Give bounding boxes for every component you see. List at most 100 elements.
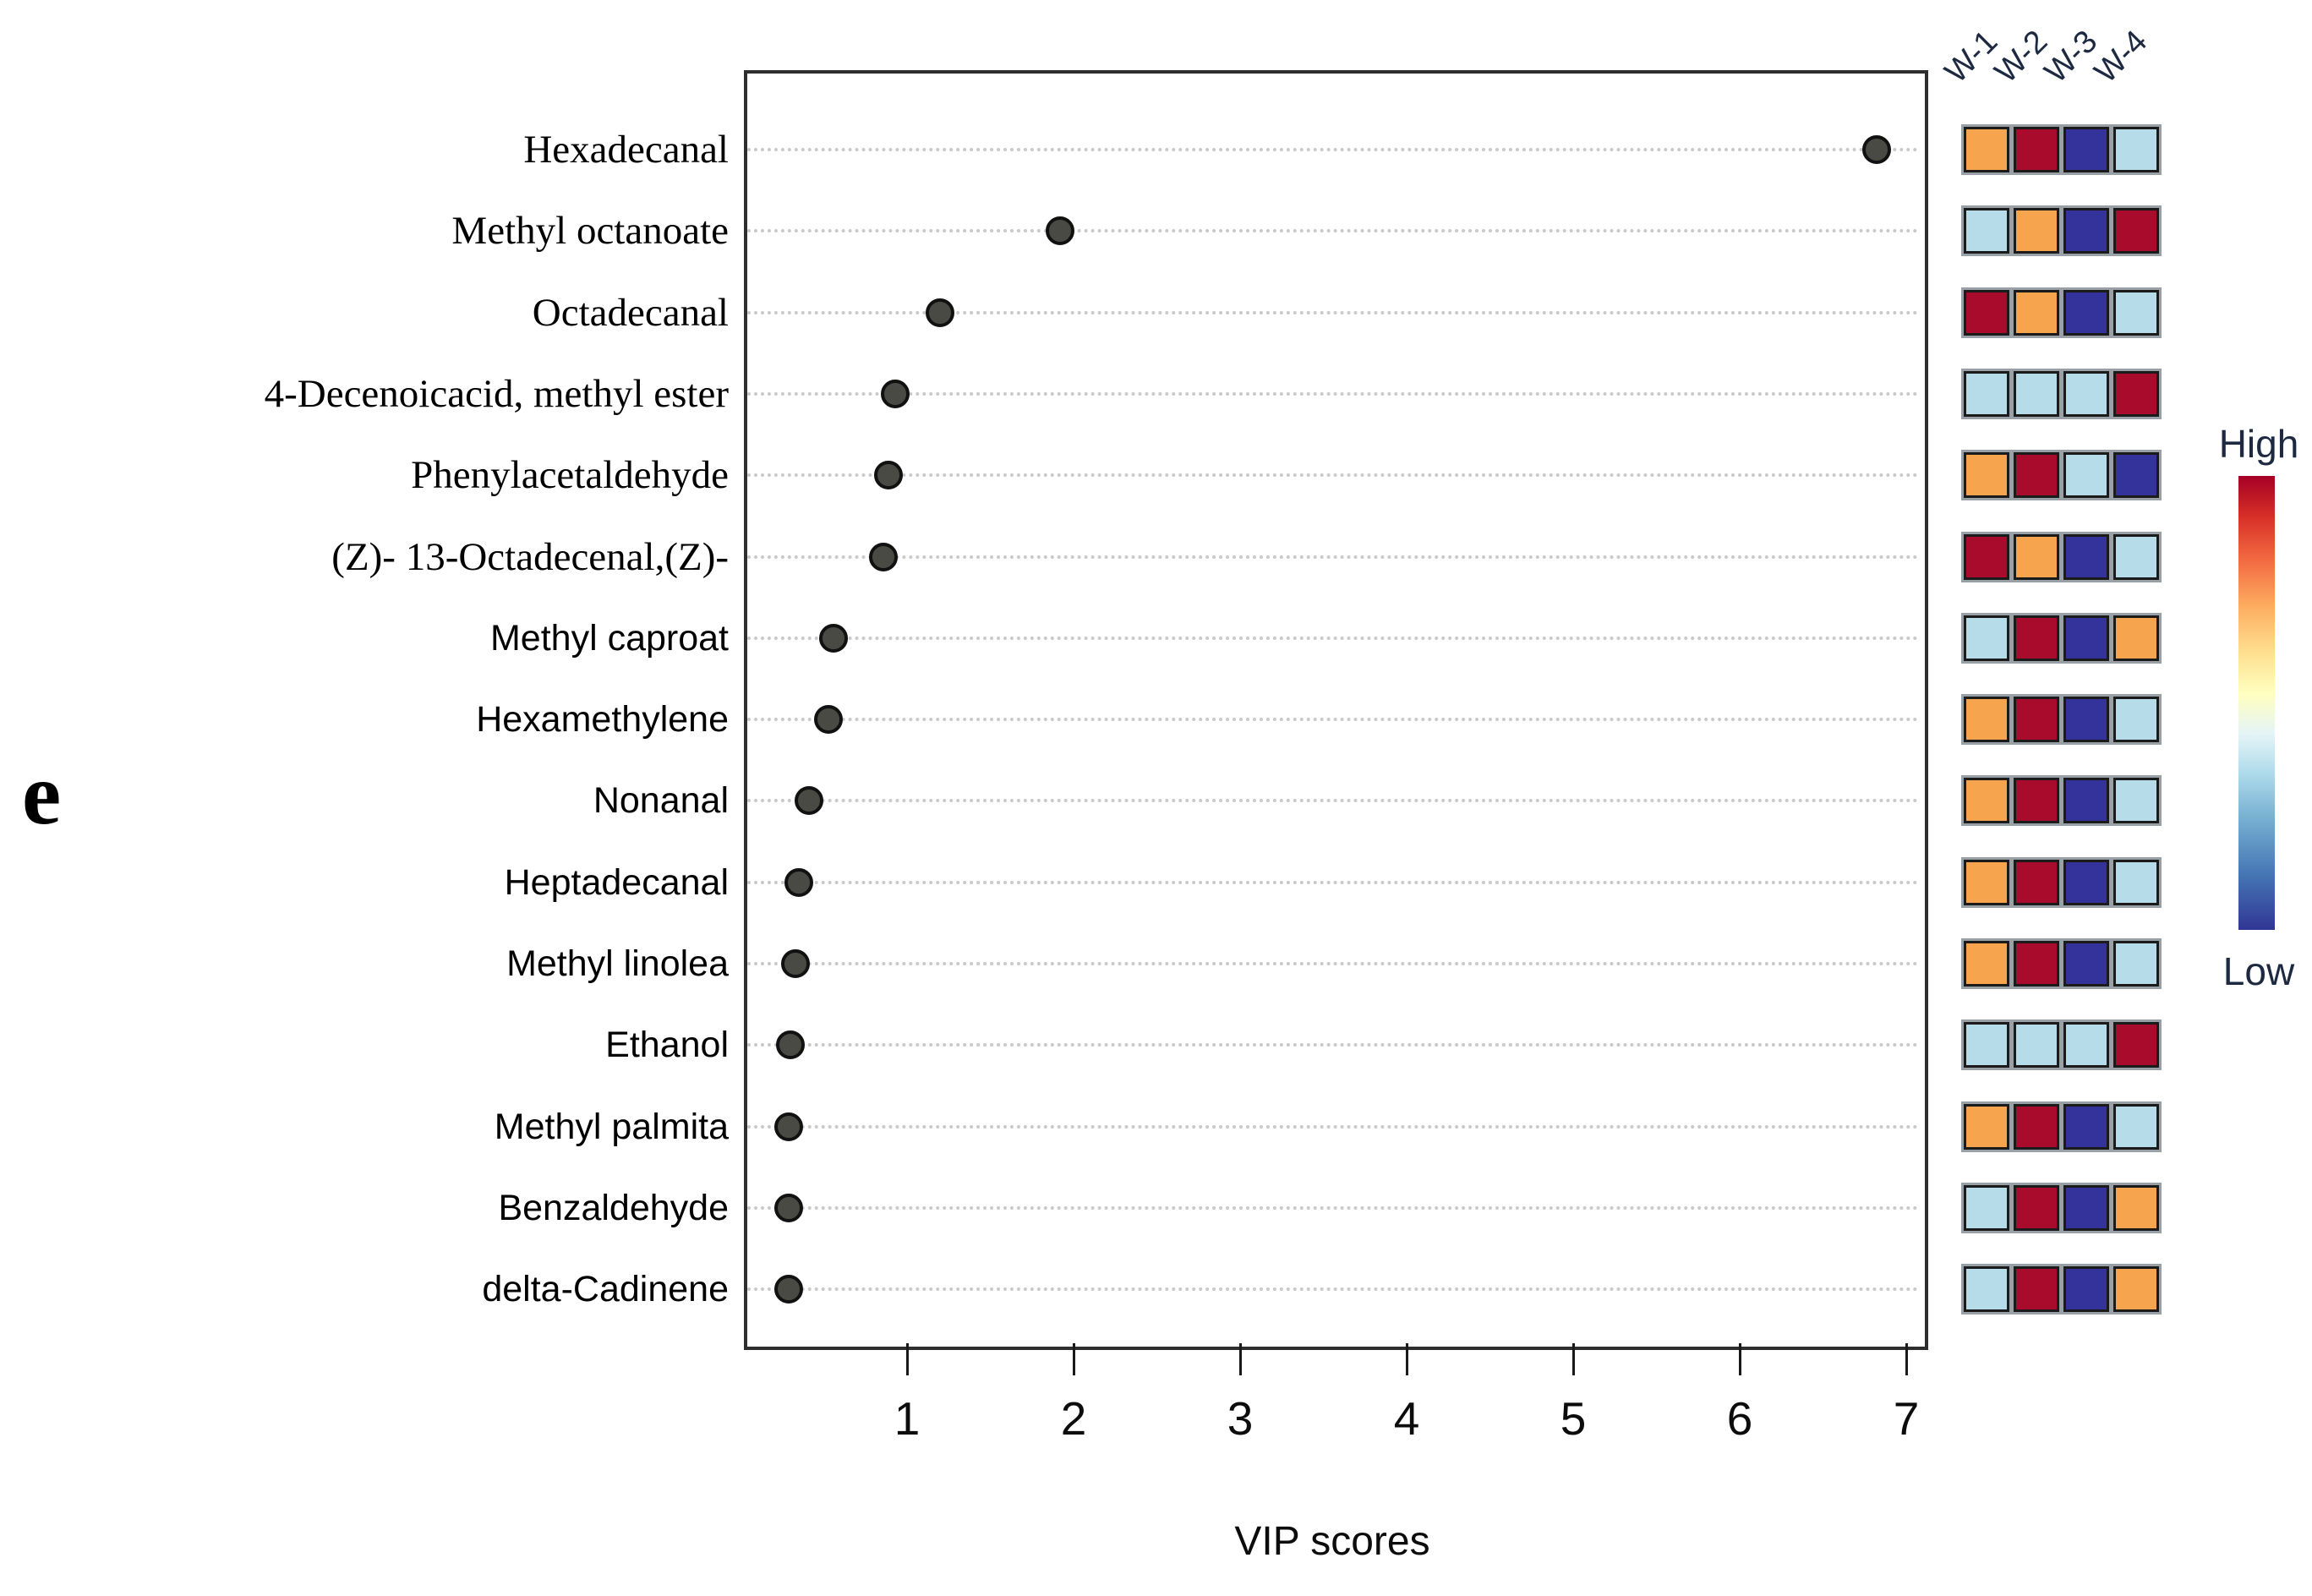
y-axis-label: Hexamethylene <box>476 699 729 741</box>
heatmap-column-label: W-4 <box>2087 24 2155 90</box>
x-tick-label: 5 <box>1560 1392 1587 1445</box>
heatmap-cell <box>2113 778 2159 824</box>
heatmap-cell <box>2063 615 2109 661</box>
vip-dot <box>794 786 823 816</box>
vip-dot <box>774 1275 804 1304</box>
heatmap-cell <box>1964 1184 2009 1231</box>
heatmap-cell <box>2113 1103 2159 1150</box>
heatmap-cell <box>2014 778 2059 824</box>
heatmap-cell <box>2063 289 2109 336</box>
heatmap-cell <box>1964 615 2009 661</box>
gridline <box>747 718 1918 722</box>
heatmap-cell <box>2063 452 2109 499</box>
heatmap-cell <box>2063 1266 2109 1313</box>
heatmap-cell <box>2014 127 2059 172</box>
heatmap-cell <box>2014 208 2059 254</box>
heatmap-cell <box>2113 1022 2159 1069</box>
heatmap-cell <box>2113 533 2159 580</box>
vip-dot <box>781 949 810 978</box>
x-tick-label: 6 <box>1726 1392 1753 1445</box>
heatmap-cell <box>1964 289 2009 336</box>
panel-label: e <box>22 746 62 843</box>
vip-dot <box>1046 216 1075 246</box>
colorbar-low-label: Low <box>2222 949 2295 993</box>
y-axis-label: (Z)- 13-Octadecenal,(Z)- <box>331 534 729 579</box>
plot-area <box>744 70 1928 1350</box>
vip-dot <box>814 705 844 735</box>
heatmap-cell <box>2014 1184 2059 1231</box>
y-axis-label: Phenylacetaldehyde <box>411 453 729 498</box>
gridline <box>747 391 1918 396</box>
heatmap-cell <box>1964 1266 2009 1313</box>
heatmap-cell <box>2014 941 2059 987</box>
heatmap-cell <box>2113 697 2159 743</box>
colorbar-gradient <box>2238 476 2275 930</box>
heatmap-cell <box>2113 859 2159 905</box>
heatmap-cell <box>1964 208 2009 254</box>
gridline <box>747 880 1918 884</box>
x-tick-mark <box>1072 1343 1075 1375</box>
y-axis-label: Methyl octanoate <box>451 209 729 254</box>
x-tick-mark <box>1571 1343 1575 1375</box>
heatmap-cell <box>2063 1184 2109 1231</box>
heatmap-cell <box>1964 697 2009 743</box>
heatmap-cell <box>1964 859 2009 905</box>
gridline <box>747 1124 1918 1129</box>
vip-dot <box>881 379 910 408</box>
y-axis-label: Ethanol <box>605 1025 729 1066</box>
heatmap-cell <box>2063 1022 2109 1069</box>
x-tick-mark <box>1738 1343 1741 1375</box>
heatmap-cell <box>2113 127 2159 172</box>
x-tick-mark <box>1238 1343 1242 1375</box>
y-axis-label: Benzaldehyde <box>498 1187 729 1228</box>
y-axis-label: Octadecanal <box>532 290 729 335</box>
heatmap-cell <box>2113 370 2159 417</box>
vip-dot <box>776 1030 806 1060</box>
x-tick-label: 1 <box>894 1392 921 1445</box>
y-axis-label: 4-Decenoicacid, methyl ester <box>264 371 729 416</box>
x-tick-label: 3 <box>1227 1392 1254 1445</box>
heatmap-cell <box>2014 1103 2059 1150</box>
heatmap-cell <box>1964 1103 2009 1150</box>
gridline <box>747 799 1918 803</box>
x-axis-title: VIP scores <box>1234 1519 1430 1564</box>
heatmap-cell <box>2113 289 2159 336</box>
heatmap-cell <box>2063 778 2109 824</box>
heatmap-cell <box>2113 452 2159 499</box>
heatmap-cell <box>2063 370 2109 417</box>
heatmap-cell <box>2063 127 2109 172</box>
heatmap-cell <box>2113 208 2159 254</box>
gridline <box>747 1287 1918 1292</box>
y-axis-label: Methyl linolea <box>506 943 729 984</box>
gridline <box>747 310 1918 314</box>
heatmap-cell <box>2014 533 2059 580</box>
heatmap-cell <box>1964 452 2009 499</box>
vip-dot <box>774 1193 804 1222</box>
vip-dot <box>1861 135 1891 164</box>
heatmap-cell <box>2113 1266 2159 1313</box>
heatmap-cell <box>1964 533 2009 580</box>
x-tick-mark <box>905 1343 909 1375</box>
gridline <box>747 148 1918 151</box>
y-axis-label: Methyl palmita <box>494 1106 729 1147</box>
heatmap-cell <box>2014 615 2059 661</box>
heatmap-cell <box>2063 208 2109 254</box>
heatmap-cell <box>2063 697 2109 743</box>
heatmap-cell <box>2113 941 2159 987</box>
vip-dot <box>926 298 955 327</box>
y-axis-label: Methyl caproat <box>489 617 729 659</box>
heatmap-cell <box>2014 697 2059 743</box>
vip-dot <box>874 461 904 490</box>
x-tick-mark <box>1905 1343 1908 1375</box>
heatmap-cell <box>2014 452 2059 499</box>
x-tick-label: 7 <box>1893 1392 1920 1445</box>
vip-dot <box>819 623 849 653</box>
gridline <box>747 229 1918 233</box>
heatmap-cell <box>2113 615 2159 661</box>
vip-dot <box>869 542 899 571</box>
heatmap-cell <box>2063 533 2109 580</box>
gridline <box>747 555 1918 559</box>
heatmap-cell <box>1964 127 2009 172</box>
gridline <box>747 636 1918 640</box>
